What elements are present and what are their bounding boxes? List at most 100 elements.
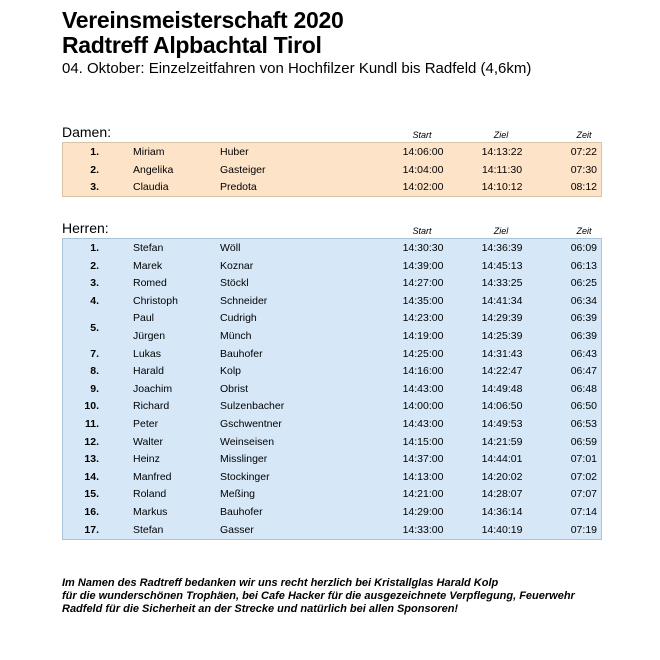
thank-you-note: Im Namen des Radtreff bedanken wir uns r… [62,577,622,616]
first-name-cell: Marek [133,259,163,272]
last-name-cell: Misslinger [220,453,268,466]
duration-cell: 06:59 [570,435,597,448]
last-name-cell: Gasser [220,523,254,536]
start-time-cell: 14:00:00 [402,400,444,413]
rank-cell: 4. [90,294,99,307]
last-name-cell: Gschwentner [220,418,282,430]
last-name-cell: Wöll [220,242,241,254]
table-row: 11. Peter Gschwentner 14:43:00 14:49:53 06:53 [63,415,601,433]
finish-time-cell: 14:06:50 [481,400,523,413]
table-row: 1. Miriam Huber 14:06:00 14:13:22 07:22 [63,143,601,161]
table-row: 5. Paul Cudrigh 14:23:00 14:29:39 06:39 [63,309,601,334]
duration-cell: 06:13 [570,259,597,272]
table-row: 13. Heinz Misslinger 14:37:00 14:44:01 07:01 [63,450,601,468]
first-name-cell: Markus [133,506,168,518]
rank-cell: 12. [84,435,99,448]
start-time-cell: 14:35:00 [402,294,444,307]
last-name-cell: Sulzenbacher [220,400,285,413]
duration-cell: 07:14 [570,506,597,518]
first-name-cell: Paul [133,312,155,325]
duration-cell: 06:47 [570,365,597,378]
table-row: Jürgen Münch 14:19:00 14:25:39 06:39 [63,327,601,345]
finish-time-cell: 14:36:39 [481,242,523,254]
finish-time-cell: 14:21:59 [481,435,523,448]
table-row: 17. Stefan Gasser 14:33:00 14:40:19 07:19 [63,521,601,539]
duration-cell: 08:12 [570,181,597,194]
damen-label: Damen: [62,124,112,140]
finish-time-cell: 14:31:43 [481,347,523,360]
finish-time-cell: 14:11:30 [481,163,523,176]
finish-time-cell: 14:44:01 [481,453,523,466]
damen-ziel-header: Ziel [493,130,509,140]
start-time-cell: 14:15:00 [402,435,444,448]
start-time-cell: 14:39:00 [402,259,444,272]
rank-cell: 8. [90,365,99,378]
thank-you-line-2: für die wunderschönen Trophäen, bei Cafe… [62,590,575,602]
duration-cell: 06:53 [570,418,597,430]
start-time-cell: 14:43:00 [402,382,444,395]
table-row: 12. Walter Weinseisen 14:15:00 14:21:59 06:59 [63,433,601,451]
herren-ziel-header: Ziel [493,226,509,236]
first-name-cell: Joachim [133,382,173,395]
start-time-cell: 14:16:00 [402,365,444,378]
duration-cell: 06:25 [570,277,597,290]
first-name-cell: Stefan [133,242,164,254]
last-name-cell: Cudrigh [220,312,257,325]
table-row: 3. Romed Stöckl 14:27:00 14:33:25 06:25 [63,274,601,292]
table-row: 9. Joachim Obrist 14:43:00 14:49:48 06:48 [63,380,601,398]
rank-cell: 17. [84,523,99,536]
start-time-cell: 14:02:00 [402,181,444,194]
rank-cell: 1. [90,242,99,254]
start-time-cell: 14:43:00 [402,418,444,430]
finish-time-cell: 14:25:39 [481,330,523,342]
start-time-cell: 14:33:00 [402,523,444,536]
duration-cell: 07:01 [570,453,597,466]
first-name-cell: Richard [133,400,170,413]
start-time-cell: 14:19:00 [402,330,444,342]
rank-cell: 3. [90,277,99,290]
first-name-cell: Peter [133,418,159,430]
finish-time-cell: 14:49:48 [481,382,523,395]
damen-start-header: Start [412,130,432,140]
duration-cell: 07:07 [570,488,597,501]
last-name-cell: Münch [220,330,252,342]
last-name-cell: Kolp [220,365,242,378]
rank-cell: 5. [90,322,99,335]
finish-time-cell: 14:22:47 [481,365,523,378]
finish-time-cell: 14:20:02 [481,470,523,483]
page-title-line2: Radtreff Alpbachtal Tirol [62,32,322,58]
start-time-cell: 14:27:00 [402,277,444,290]
start-time-cell: 14:23:00 [402,312,444,325]
herren-start-header: Start [412,226,432,236]
rank-cell: 2. [90,163,99,176]
finish-time-cell: 14:28:07 [481,488,523,501]
rank-cell: 16. [84,506,99,518]
rank-cell: 2. [90,259,99,272]
herren-label: Herren: [62,220,109,236]
table-row: 1. Stefan Wöll 14:30:30 14:36:39 06:09 [63,239,601,257]
thank-you-line-3: Radfeld für die Sicherheit an der Streck… [62,603,459,615]
duration-cell: 06:48 [570,382,597,395]
table-row: 16. Markus Bauhofer 14:29:00 14:36:14 07:14 [63,503,601,521]
first-name-cell: Miriam [133,146,165,158]
rank-cell: 11. [84,418,99,430]
rank-cell: 1. [90,146,99,158]
duration-cell: 06:09 [570,242,597,254]
start-time-cell: 14:06:00 [402,146,444,158]
last-name-cell: Obrist [220,382,249,395]
duration-cell: 06:39 [570,330,597,342]
table-row: 15. Roland Meßing 14:21:00 14:28:07 07:07 [63,485,601,503]
table-row: 10. Richard Sulzenbacher 14:00:00 14:06:50 06… [63,397,601,415]
last-name-cell: Meßing [220,488,256,501]
thank-you-line-1: Im Namen des Radtreff bedanken wir uns r… [62,577,499,589]
finish-time-cell: 14:45:13 [481,259,523,272]
start-time-cell: 14:04:00 [402,163,444,176]
event-subtitle: 04. Oktober: Einzelzeitfahren von Hochfi… [62,60,532,77]
finish-time-cell: 14:29:39 [481,312,523,325]
page-title-line1: Vereinsmeisterschaft 2020 [62,7,344,33]
last-name-cell: Weinseisen [220,435,275,448]
last-name-cell: Bauhofer [220,347,263,360]
table-row: 3. Claudia Predota 14:02:00 14:10:12 08:12 [63,178,601,196]
duration-cell: 06:39 [570,312,597,325]
herren-zeit-header: Zeit [576,226,592,236]
